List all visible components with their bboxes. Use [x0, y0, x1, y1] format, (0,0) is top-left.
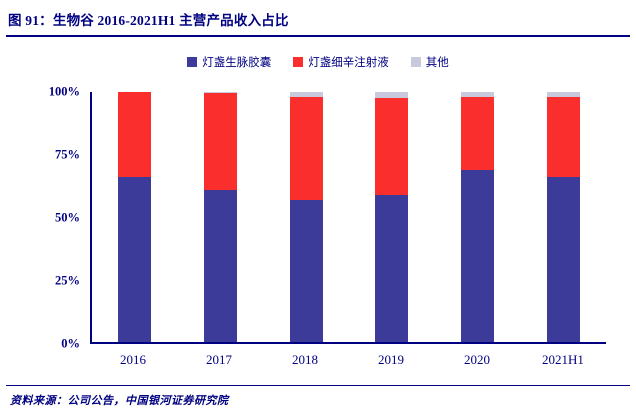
- x-axis-spacer: [26, 344, 90, 368]
- bar-segment: [289, 97, 323, 200]
- bar-segment: [375, 98, 409, 195]
- x-tick-label: 2016: [120, 352, 146, 367]
- figure-header: 图 91：生物谷 2016-2021H1 主营产品收入占比: [0, 0, 636, 29]
- legend-item: 灯盏生脉胶囊: [187, 54, 271, 70]
- bar-column: [178, 92, 264, 342]
- y-tick-label: 100%: [48, 84, 80, 99]
- x-tick-label: 2018: [292, 352, 318, 367]
- bar-segment: [289, 92, 323, 97]
- bar-segment: [546, 92, 580, 97]
- bar-segment: [546, 97, 580, 177]
- bar-segment: [461, 97, 495, 170]
- x-tick-label: 2021H1: [542, 352, 584, 367]
- stacked-bar-2016: [118, 92, 152, 342]
- bar-segment: [204, 92, 237, 94]
- bar-segment: [461, 169, 495, 342]
- header-divider: [6, 35, 630, 37]
- legend-label: 其他: [425, 57, 449, 69]
- bar-column: [263, 92, 349, 342]
- legend-swatch-icon: [293, 57, 304, 67]
- x-tick-label: 2017: [206, 352, 232, 367]
- source-note: 资料来源：公司公告，中国银河证券研究院: [10, 395, 229, 407]
- legend: 灯盏生脉胶囊 灯盏细辛注射液 其他: [0, 54, 636, 70]
- figure-footer: 资料来源：公司公告，中国银河证券研究院: [0, 385, 636, 417]
- figure-title: 图 91：生物谷 2016-2021H1 主营产品收入占比: [8, 13, 289, 28]
- bar-column: [435, 92, 521, 342]
- footer-divider: [6, 385, 630, 386]
- legend-swatch-icon: [187, 57, 198, 67]
- stacked-bar-2019: [375, 92, 409, 342]
- stacked-bar-2018: [289, 92, 323, 342]
- y-tick-label: 50%: [55, 210, 80, 225]
- stacked-bar-2021H1: [546, 92, 580, 342]
- bar-segment: [375, 194, 409, 342]
- bar-segment: [546, 177, 580, 342]
- bar-segment: [204, 93, 237, 190]
- bar-segment: [461, 92, 495, 97]
- x-labels: 2016 2017 2018 2019 2020 2021H1: [90, 344, 606, 368]
- chart-body: 0% 25% 50% 75% 100%: [26, 85, 606, 351]
- bar-segment: [118, 177, 152, 342]
- x-axis: 2016 2017 2018 2019 2020 2021H1: [26, 344, 606, 368]
- plot-area: [90, 92, 606, 344]
- bar-segment: [289, 199, 323, 342]
- legend-swatch-icon: [410, 57, 421, 67]
- bar-column: [92, 92, 178, 342]
- legend-item: 灯盏细辛注射液: [293, 54, 389, 70]
- y-axis: 0% 25% 50% 75% 100%: [26, 85, 90, 351]
- bar-segment: [118, 92, 152, 177]
- x-tick-label: 2019: [378, 352, 404, 367]
- legend-label: 灯盏细辛注射液: [308, 57, 389, 69]
- legend-label: 灯盏生脉胶囊: [202, 57, 272, 69]
- bar-column: [520, 92, 606, 342]
- stacked-bar-chart: 0% 25% 50% 75% 100% 2016 2017 2018 2019 2020 2021…: [0, 85, 636, 368]
- bar-segment: [204, 189, 237, 342]
- bar-column: [349, 92, 435, 342]
- legend-item: 其他: [410, 54, 449, 70]
- y-tick-label: 0%: [61, 336, 80, 351]
- stacked-bar-2017: [204, 92, 237, 342]
- y-tick-label: 75%: [55, 147, 80, 162]
- y-tick-label: 25%: [55, 273, 80, 288]
- stacked-bar-2020: [461, 92, 495, 342]
- bar-segment: [375, 92, 409, 99]
- x-tick-label: 2020: [464, 352, 490, 367]
